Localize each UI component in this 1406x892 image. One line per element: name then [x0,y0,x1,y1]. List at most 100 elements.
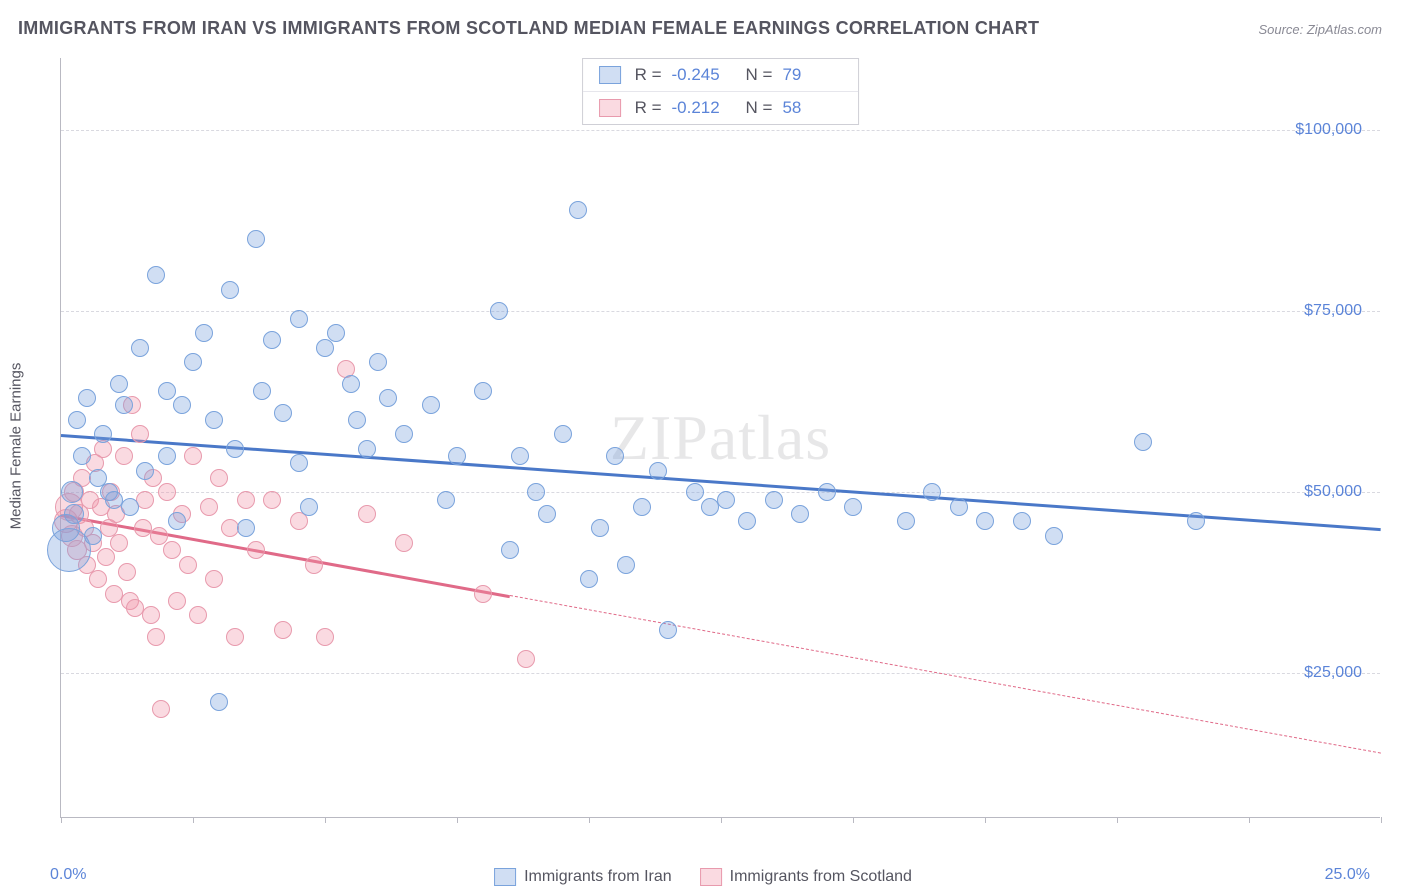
scatter-point [474,585,492,603]
scatter-point [195,324,213,342]
scatter-point [538,505,556,523]
chart-title: IMMIGRANTS FROM IRAN VS IMMIGRANTS FROM … [18,18,1039,39]
scatter-point [147,266,165,284]
scatter-point [189,606,207,624]
scatter-point [131,425,149,443]
scatter-point [115,447,133,465]
scatter-point [200,498,218,516]
x-tick [721,817,722,823]
scatter-point [437,491,455,509]
scatter-point [844,498,862,516]
scatter-point [511,447,529,465]
stat-label: N = [746,65,773,85]
x-tick [985,817,986,823]
legend-stats-row: R = -0.245 N = 79 [583,59,859,92]
x-tick [1117,817,1118,823]
regression-line [61,514,510,598]
scatter-point [686,483,704,501]
scatter-point [136,491,154,509]
scatter-point [158,483,176,501]
scatter-point [976,512,994,530]
scatter-point [358,505,376,523]
scatter-point [348,411,366,429]
watermark: ZIPatlas [610,401,831,475]
scatter-point [659,621,677,639]
scatter-point [221,281,239,299]
scatter-point [765,491,783,509]
x-tick [61,817,62,823]
scatter-point [168,592,186,610]
y-tick-label: $25,000 [1304,664,1362,682]
x-tick [589,817,590,823]
scatter-point [110,375,128,393]
scatter-point [316,628,334,646]
scatter-point [173,396,191,414]
scatter-point [89,570,107,588]
scatter-point [300,498,318,516]
scatter-point [290,310,308,328]
legend-label: Immigrants from Iran [524,868,672,886]
scatter-point [179,556,197,574]
scatter-point [606,447,624,465]
scatter-point [142,606,160,624]
scatter-point [205,411,223,429]
scatter-point [1045,527,1063,545]
chart-plot-area: ZIPatlas R = -0.245 N = 79 R = -0.212 N … [60,58,1380,818]
scatter-point [897,512,915,530]
legend-swatch-icon [599,99,621,117]
legend-swatch-icon [494,868,516,886]
stat-label: N = [746,98,773,118]
scatter-point [226,440,244,458]
x-tick [853,817,854,823]
scatter-point [791,505,809,523]
stat-label: R = [635,65,662,85]
scatter-point [226,628,244,646]
scatter-point [527,483,545,501]
scatter-point [73,447,91,465]
x-tick [193,817,194,823]
chart-source: Source: ZipAtlas.com [1258,22,1382,37]
legend-stats: R = -0.245 N = 79 R = -0.212 N = 58 [582,58,860,125]
scatter-point [158,447,176,465]
scatter-point [64,504,84,524]
x-axis-max-label: 25.0% [1325,866,1370,884]
scatter-point [205,570,223,588]
scatter-point [274,404,292,422]
scatter-point [717,491,735,509]
scatter-point [94,425,112,443]
gridline [61,130,1380,131]
scatter-point [78,389,96,407]
scatter-point [305,556,323,574]
y-tick-label: $75,000 [1304,302,1362,320]
scatter-point [342,375,360,393]
x-tick [457,817,458,823]
legend-item: Immigrants from Iran [494,868,672,886]
x-axis-min-label: 0.0% [50,866,86,884]
stat-label: R = [635,98,662,118]
scatter-point [358,440,376,458]
scatter-point [1013,512,1031,530]
regression-line [61,434,1381,531]
scatter-point [210,693,228,711]
legend-label: Immigrants from Scotland [730,868,912,886]
x-tick [325,817,326,823]
legend-series: Immigrants from Iran Immigrants from Sco… [494,868,912,886]
legend-item: Immigrants from Scotland [700,868,912,886]
scatter-point [923,483,941,501]
scatter-point [950,498,968,516]
scatter-point [369,353,387,371]
scatter-point [152,700,170,718]
scatter-point [327,324,345,342]
scatter-point [263,331,281,349]
scatter-point [263,491,281,509]
scatter-point [501,541,519,559]
scatter-point [237,519,255,537]
legend-stats-row: R = -0.212 N = 58 [583,92,859,124]
scatter-point [150,527,168,545]
scatter-point [168,512,186,530]
scatter-point [580,570,598,588]
gridline [61,311,1380,312]
scatter-point [163,541,181,559]
scatter-point [818,483,836,501]
scatter-point [158,382,176,400]
